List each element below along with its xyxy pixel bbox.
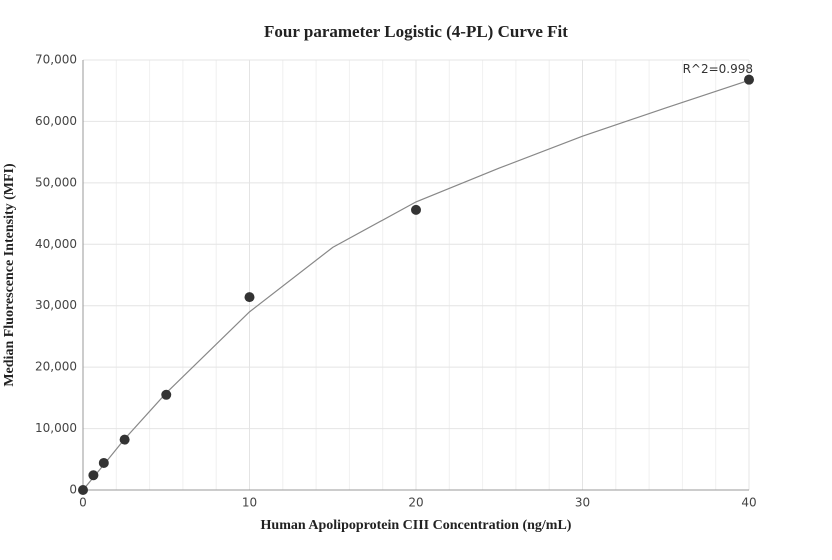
x-tick-label: 40 xyxy=(741,496,756,510)
data-point xyxy=(88,470,99,481)
y-tick-label: 10,000 xyxy=(35,421,77,435)
annotation: R^2=0.998 xyxy=(683,62,753,76)
y-tick-label: 0 xyxy=(69,483,77,497)
y-tick-label: 60,000 xyxy=(35,114,77,128)
data-point xyxy=(98,457,109,468)
y-tick-label: 20,000 xyxy=(35,360,77,374)
x-tick-label: 30 xyxy=(575,496,590,510)
y-tick-label: 40,000 xyxy=(35,237,77,251)
data-point xyxy=(411,204,421,215)
y-tick-label: 30,000 xyxy=(35,298,77,312)
data-point xyxy=(161,389,172,400)
data-point xyxy=(78,485,88,495)
fit-curve xyxy=(82,79,750,491)
chart-title: Four parameter Logistic (4-PL) Curve Fit xyxy=(264,22,568,41)
x-tick-label: 10 xyxy=(242,496,257,510)
x-tick-label: 20 xyxy=(408,496,423,510)
data-point xyxy=(744,74,754,85)
x-tick-label: 0 xyxy=(79,496,87,510)
data-point xyxy=(119,434,130,445)
data-point xyxy=(244,292,255,303)
y-tick-label: 50,000 xyxy=(35,175,77,189)
x-axis-label: Human Apolipoprotein CIII Concentration … xyxy=(261,518,572,533)
y-tick-label: 70,000 xyxy=(35,53,77,67)
y-axis-label: Median Fluorescence Intensity (MFI) xyxy=(2,163,17,387)
